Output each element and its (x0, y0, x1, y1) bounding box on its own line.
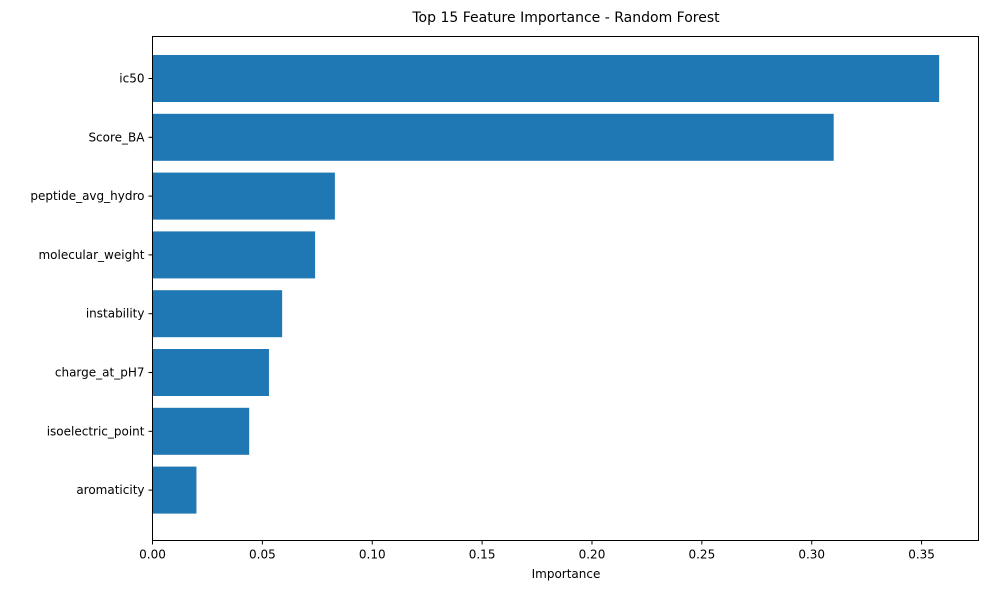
bar-charge-at-ph7 (152, 349, 269, 396)
y-tick-label: charge_at_pH7 (55, 366, 145, 380)
bar-ic50 (152, 55, 940, 102)
bar-score-ba (152, 113, 834, 161)
bar-isoelectric-point (152, 407, 250, 455)
bar-instability (152, 290, 283, 338)
y-tick-label: ic50 (119, 72, 144, 86)
y-tick-label: Score_BA (88, 130, 145, 144)
y-tick-label: instability (86, 307, 145, 321)
bar-molecular-weight (152, 231, 316, 279)
x-tick-group: 0.00 0.05 0.10 0.15 0.20 0.25 0.30 0.35 (139, 540, 935, 562)
plot-frame (152, 36, 979, 541)
y-tick-label: aromaticity (76, 483, 144, 497)
y-tick-label: isoelectric_point (47, 424, 145, 438)
x-tick-label: 0.00 (139, 548, 166, 562)
y-tick-label: molecular_weight (38, 248, 144, 262)
bar-aromaticity (152, 466, 197, 514)
x-tick-label: 0.20 (579, 548, 606, 562)
x-tick-label: 0.05 (249, 548, 276, 562)
bar-peptide-avg-hydro (152, 172, 335, 220)
x-tick-label: 0.10 (359, 548, 386, 562)
bars-group (152, 55, 940, 514)
x-tick-label: 0.25 (688, 548, 715, 562)
x-axis-label: Importance (532, 567, 601, 581)
x-tick-label: 0.15 (469, 548, 496, 562)
x-tick-label: 0.35 (908, 548, 935, 562)
chart-title: Top 15 Feature Importance - Random Fores… (411, 10, 720, 26)
y-tick-group: ic50 Score_BA peptide_avg_hydro molecular_w… (30, 72, 153, 497)
x-tick-label: 0.30 (798, 548, 825, 562)
y-tick-label: peptide_avg_hydro (30, 189, 144, 203)
